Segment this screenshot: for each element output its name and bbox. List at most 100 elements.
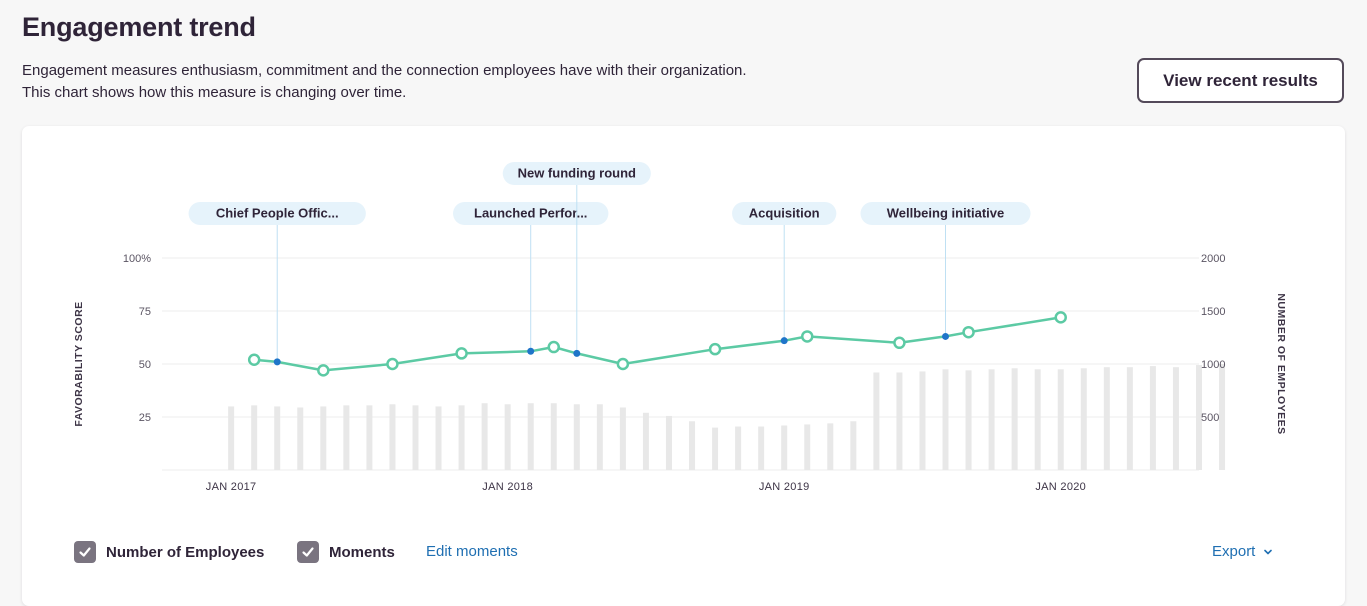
favorability-point[interactable] — [386, 357, 399, 371]
checkbox-checked-icon[interactable] — [297, 541, 319, 563]
y-right-tick-label: 1500 — [1201, 306, 1225, 318]
employee-bar — [919, 371, 926, 470]
employee-bar — [689, 421, 696, 470]
employee-bar — [481, 403, 488, 470]
employee-bar — [758, 426, 765, 470]
favorability-point[interactable] — [547, 340, 561, 354]
employee-bar — [1126, 367, 1133, 470]
employees-toggle-label: Number of Employees — [106, 543, 265, 561]
employee-bar — [781, 425, 788, 470]
employee-bar — [504, 404, 511, 470]
moment-dot[interactable] — [942, 332, 950, 340]
employee-bar — [804, 424, 811, 470]
y-right-tick-label: 1000 — [1201, 359, 1225, 371]
y-right-tick-label: 500 — [1201, 412, 1219, 424]
moment-pill[interactable] — [453, 202, 609, 225]
x-tick-label: JAN 2018 — [482, 481, 533, 493]
y-left-tick-label: 100% — [123, 253, 151, 265]
description-line-2: This chart shows how this measure is cha… — [22, 84, 407, 101]
employee-bar — [873, 372, 880, 470]
employee-bar — [1034, 369, 1041, 470]
employee-bar — [850, 421, 857, 470]
employee-bar — [550, 403, 557, 470]
favorability-point[interactable] — [317, 364, 330, 377]
employee-bar — [965, 370, 972, 470]
employee-bar — [642, 412, 649, 470]
employee-bar — [596, 404, 603, 470]
employee-bar — [1172, 367, 1179, 470]
employee-bar — [988, 369, 995, 470]
favorability-point[interactable] — [616, 357, 630, 371]
employee-bar — [712, 427, 719, 470]
description-line-1: Engagement measures enthusiasm, commitme… — [22, 62, 747, 79]
moment-label[interactable]: New funding round — [518, 166, 636, 181]
employee-bar — [1196, 365, 1202, 470]
employee-bar — [1057, 369, 1064, 470]
employee-bar — [458, 405, 465, 470]
moment-pill[interactable] — [188, 202, 366, 225]
employee-bar — [366, 405, 373, 470]
employee-bar — [527, 403, 534, 470]
edit-moments-link[interactable]: Edit moments — [426, 543, 518, 560]
favorability-point[interactable] — [1054, 311, 1067, 324]
y-left-tick-label: 50 — [139, 359, 151, 371]
favorability-point[interactable] — [247, 353, 261, 367]
employees-toggle[interactable]: Number of Employees — [74, 541, 264, 563]
favorability-point[interactable] — [962, 325, 975, 339]
employee-bar — [827, 423, 834, 470]
y-left-tick-label: 25 — [139, 412, 151, 424]
moment-pill[interactable] — [732, 202, 837, 225]
x-tick-label: JAN 2017 — [206, 481, 257, 493]
moments-toggle-label: Moments — [329, 543, 395, 561]
employee-bar — [320, 406, 327, 470]
employee-bar — [435, 406, 442, 470]
y-left-tick-label: 75 — [139, 306, 151, 318]
x-tick-label: JAN 2019 — [759, 481, 810, 493]
moment-dot[interactable] — [273, 358, 281, 366]
moment-pill[interactable] — [860, 202, 1031, 225]
y-right-tick-label: 2000 — [1201, 253, 1225, 265]
employee-bar — [1011, 368, 1018, 470]
moment-dot[interactable] — [527, 347, 535, 355]
favorability-point[interactable] — [800, 330, 814, 343]
employee-bar — [896, 372, 903, 470]
moment-dot[interactable] — [780, 337, 788, 345]
favorability-point[interactable] — [708, 342, 722, 356]
y-left-axis-title: FAVORABILITY SCORE — [73, 301, 85, 426]
moment-label[interactable]: Wellbeing initiative — [887, 206, 1005, 221]
chart-card: Chief People Offic... Launched Perfor... N… — [22, 126, 1345, 606]
favorability-point[interactable] — [455, 347, 468, 360]
view-recent-results-button[interactable]: View recent results — [1137, 58, 1344, 103]
y-right-axis-title: NUMBER OF EMPLOYEES — [1275, 293, 1287, 434]
moment-dot[interactable] — [573, 349, 581, 357]
favorability-point[interactable] — [893, 336, 906, 350]
employee-bar — [1103, 367, 1110, 470]
employee-bar — [274, 406, 281, 470]
employee-bar — [1080, 368, 1087, 470]
moments-toggle[interactable]: Moments — [297, 541, 395, 563]
page-title: Engagement trend — [22, 12, 256, 42]
export-label: Export — [1212, 543, 1256, 560]
chevron-down-icon — [1264, 549, 1273, 554]
x-tick-label: JAN 2020 — [1035, 481, 1086, 493]
employee-bar — [251, 405, 258, 470]
employee-bar — [735, 426, 742, 470]
employee-bar — [619, 407, 626, 470]
employee-bar — [573, 404, 580, 470]
employee-bar — [343, 405, 350, 470]
moment-label[interactable]: Acquisition — [749, 206, 820, 221]
employee-bar — [389, 404, 396, 470]
employee-bar — [665, 415, 672, 470]
moment-pill[interactable] — [502, 162, 651, 185]
employee-bar — [1219, 364, 1226, 470]
moment-label[interactable]: Launched Perfor... — [474, 206, 587, 221]
employee-bar — [412, 405, 419, 470]
engagement-chart: Chief People Offic... Launched Perfor... N… — [73, 162, 1287, 493]
page-description: Engagement measures enthusiasm, commitme… — [22, 60, 747, 104]
employee-bar — [942, 369, 949, 470]
employee-bar — [297, 407, 304, 470]
employee-bar — [228, 406, 235, 470]
export-dropdown[interactable]: Export — [1212, 543, 1273, 560]
checkbox-checked-icon[interactable] — [74, 541, 96, 563]
moment-label[interactable]: Chief People Offic... — [216, 206, 339, 221]
